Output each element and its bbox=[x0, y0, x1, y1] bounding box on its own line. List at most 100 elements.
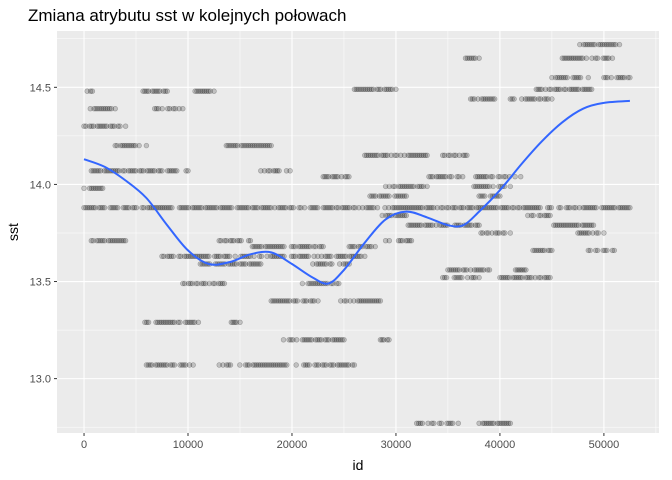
data-point bbox=[268, 253, 274, 259]
data-point bbox=[414, 205, 420, 211]
data-point bbox=[227, 238, 233, 244]
data-point bbox=[127, 142, 133, 149]
data-point bbox=[627, 74, 633, 81]
data-point bbox=[368, 298, 374, 304]
data-point bbox=[267, 168, 273, 174]
data-point bbox=[264, 243, 270, 250]
data-point bbox=[475, 267, 481, 273]
data-point bbox=[120, 238, 127, 244]
data-point bbox=[436, 420, 443, 426]
data-point bbox=[261, 142, 267, 149]
data-point bbox=[267, 362, 273, 368]
data-point bbox=[341, 205, 347, 211]
data-point bbox=[341, 337, 347, 343]
data-point bbox=[159, 105, 165, 112]
data-point bbox=[252, 362, 258, 368]
data-point bbox=[255, 205, 261, 211]
data-point bbox=[255, 243, 261, 250]
data-point bbox=[373, 298, 380, 304]
data-point bbox=[81, 123, 87, 129]
data-point bbox=[460, 205, 467, 211]
data-point bbox=[405, 222, 411, 228]
data-point bbox=[450, 267, 457, 273]
data-point bbox=[487, 420, 493, 426]
data-point bbox=[270, 243, 276, 250]
data-point bbox=[237, 362, 243, 368]
data-point bbox=[456, 174, 462, 180]
data-point bbox=[602, 205, 609, 211]
data-point bbox=[623, 205, 629, 211]
data-point bbox=[489, 174, 496, 180]
data-point bbox=[206, 280, 213, 287]
axis-ticks bbox=[54, 86, 605, 436]
data-point bbox=[415, 205, 422, 211]
x-tick-label: 10000 bbox=[173, 439, 204, 451]
data-point bbox=[355, 86, 361, 93]
data-point bbox=[313, 261, 320, 267]
data-point bbox=[344, 362, 350, 368]
data-point bbox=[232, 253, 238, 259]
data-point bbox=[311, 243, 317, 250]
data-point bbox=[528, 96, 534, 102]
data-point bbox=[349, 362, 356, 368]
data-point bbox=[535, 205, 541, 211]
data-point bbox=[427, 222, 434, 228]
data-point bbox=[524, 96, 530, 102]
data-point bbox=[126, 205, 132, 211]
data-point bbox=[443, 174, 449, 180]
data-point bbox=[199, 280, 205, 287]
data-point bbox=[611, 41, 617, 48]
data-point bbox=[586, 222, 593, 228]
data-point bbox=[142, 88, 148, 94]
data-point bbox=[262, 142, 269, 149]
data-point bbox=[395, 205, 401, 211]
data-point bbox=[597, 41, 604, 48]
data-point bbox=[188, 319, 194, 325]
data-point bbox=[562, 222, 568, 228]
data-point bbox=[460, 267, 466, 273]
data-point bbox=[414, 420, 420, 426]
data-point bbox=[279, 205, 285, 211]
data-point bbox=[424, 222, 430, 228]
data-point bbox=[203, 88, 210, 94]
data-point bbox=[340, 261, 347, 267]
data-point bbox=[425, 205, 431, 211]
data-point bbox=[476, 55, 482, 61]
data-point bbox=[200, 88, 206, 94]
data-point bbox=[256, 261, 262, 267]
data-point bbox=[217, 205, 224, 211]
data-point bbox=[137, 168, 143, 174]
data-point bbox=[181, 253, 188, 259]
data-point bbox=[216, 280, 222, 287]
data-point bbox=[242, 142, 248, 149]
data-point bbox=[551, 222, 557, 228]
data-point bbox=[339, 205, 345, 211]
data-point bbox=[405, 238, 411, 244]
data-point bbox=[351, 86, 358, 93]
data-point bbox=[510, 274, 516, 281]
data-point bbox=[160, 319, 167, 325]
data-point bbox=[572, 86, 578, 93]
data-point bbox=[515, 274, 522, 281]
data-point bbox=[292, 253, 298, 259]
data-point bbox=[225, 205, 231, 211]
data-point bbox=[320, 174, 326, 180]
data-point bbox=[603, 41, 609, 48]
data-point bbox=[464, 55, 471, 61]
data-point bbox=[123, 142, 129, 149]
data-point bbox=[490, 183, 496, 190]
data-point bbox=[329, 337, 336, 343]
data-point bbox=[290, 243, 296, 250]
data-point bbox=[416, 152, 423, 159]
data-point bbox=[507, 96, 513, 102]
data-point bbox=[563, 55, 569, 61]
data-point bbox=[564, 222, 570, 228]
data-point bbox=[221, 280, 228, 287]
data-point bbox=[592, 247, 599, 254]
data-point bbox=[512, 174, 518, 180]
data-point bbox=[302, 298, 308, 304]
data-point bbox=[535, 96, 542, 102]
data-point bbox=[373, 193, 379, 199]
data-point bbox=[88, 205, 95, 211]
data-point bbox=[219, 280, 226, 287]
